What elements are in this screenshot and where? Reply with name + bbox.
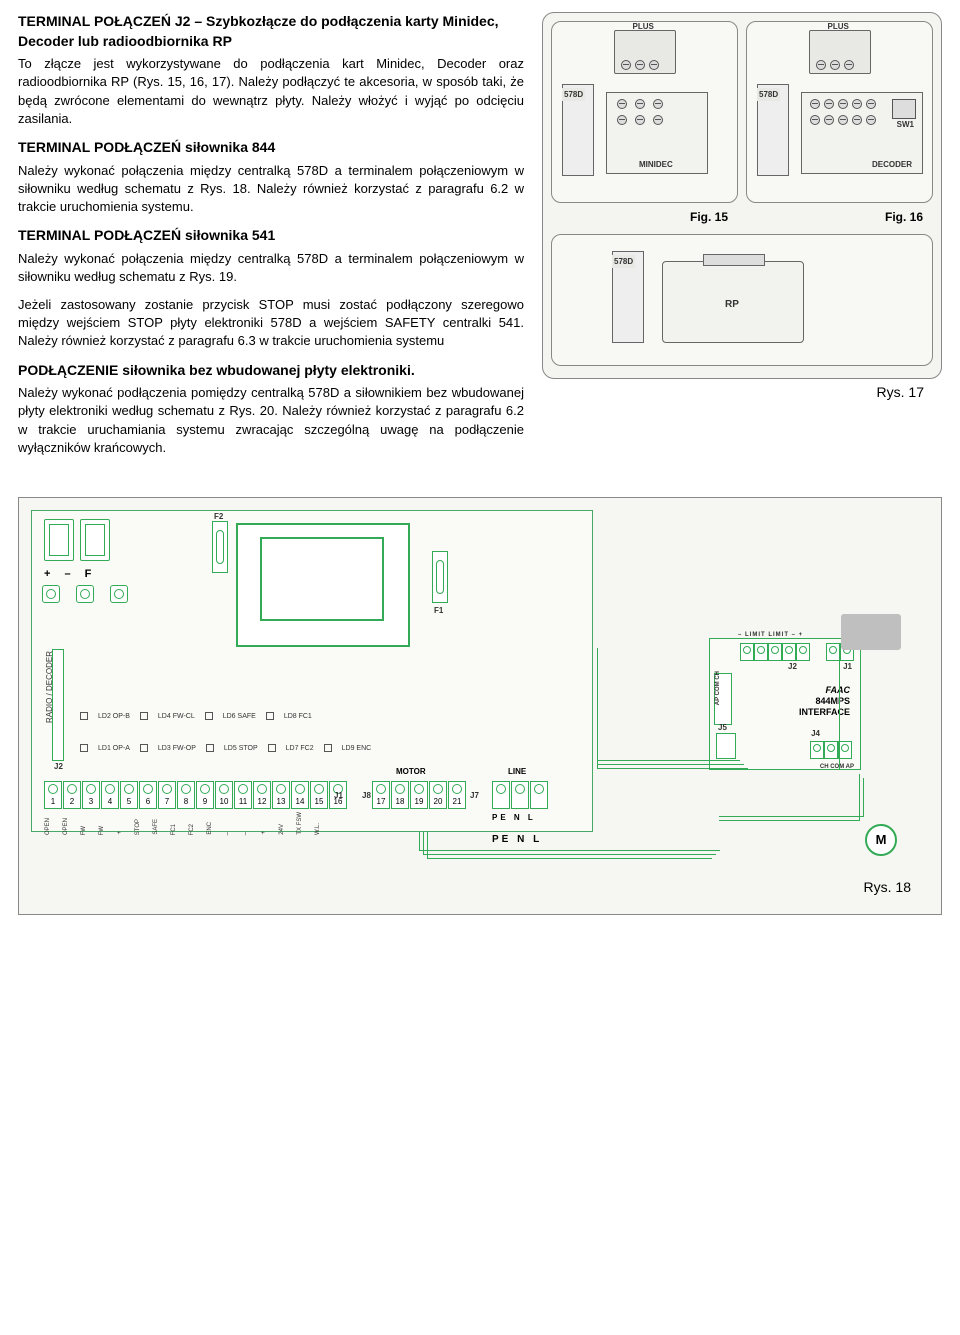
schematic-figure-18: + – F F2 F1 RADIO / DECODER J2 LD2 OP-BL… xyxy=(18,497,942,915)
578d-label: 578D xyxy=(562,88,585,101)
fuse-f2 xyxy=(212,521,228,573)
section4-body: Należy wykonać podłączenia pomiędzy cent… xyxy=(18,384,524,457)
limit-label: – LIMIT LIMIT – + xyxy=(738,631,803,639)
minidec-label: MINIDEC xyxy=(639,159,673,170)
fig16-caption: Fig. 16 xyxy=(746,209,933,226)
penl-label: PE N L xyxy=(492,812,536,823)
terminal-row-line xyxy=(492,781,548,809)
decoder-module: SW1 DECODER xyxy=(801,92,923,174)
chcomap-label: CH COM AP xyxy=(820,763,854,771)
seven-seg-display xyxy=(44,519,110,561)
control-board: + – F F2 F1 RADIO / DECODER J2 LD2 OP-BL… xyxy=(31,510,593,832)
motor-symbol: M xyxy=(865,824,897,856)
cable-connector xyxy=(841,614,901,650)
section1-title: TERMINAL POŁĄCZEŃ J2 – Szybkozłącze do p… xyxy=(18,12,524,51)
plus-label: PLUS xyxy=(633,21,654,32)
j2-label: J2 xyxy=(54,761,63,772)
decoder-label: DECODER xyxy=(872,159,912,170)
f-button xyxy=(110,585,128,603)
j2-connector xyxy=(52,649,64,761)
terminal-row-motor: 1718192021 xyxy=(372,781,466,809)
section3-body-1: Należy wykonać połączenia między central… xyxy=(18,250,524,286)
section1-body: To złącze jest wykorzystywane do podłącz… xyxy=(18,55,524,128)
iface-brand: FAAC 844MPS INTERFACE xyxy=(799,685,850,717)
iface-j1-label: J1 xyxy=(843,661,852,672)
iface-j4-label: J4 xyxy=(811,728,820,739)
plus-label: + xyxy=(44,567,50,582)
section4-title: PODŁĄCZENIE siłownika bez wbudowanej pły… xyxy=(18,361,524,381)
led-row-2: LD1 OP-ALD3 FW-OPLD5 STOPLD7 FC2LD9 ENC xyxy=(80,743,381,754)
fig17-ext-label: Rys. 17 xyxy=(542,383,942,403)
section2-body: Należy wykonać połączenia między central… xyxy=(18,162,524,217)
plus-module: PLUS xyxy=(809,30,871,74)
figure-16: PLUS 578D xyxy=(746,21,933,203)
section2-title: TERMINAL PODŁĄCZEŃ siłownika 844 xyxy=(18,138,524,158)
minidec-module: MINIDEC xyxy=(606,92,708,174)
rp-label: RP xyxy=(725,298,739,312)
fig18-ext-label: Rys. 18 xyxy=(864,878,911,898)
minus-label: – xyxy=(64,567,70,582)
fig15-caption: Fig. 15 xyxy=(551,209,738,226)
j1-label: J1 xyxy=(334,790,343,801)
f1-label: F1 xyxy=(434,605,443,616)
j4-terminals xyxy=(810,741,852,759)
f-label: F xyxy=(85,567,92,582)
transformer-block xyxy=(236,523,410,647)
j2-terminals xyxy=(740,643,810,661)
minus-button xyxy=(76,585,94,603)
f2-label: F2 xyxy=(214,511,223,522)
plus-button xyxy=(42,585,60,603)
578d-label: 578D xyxy=(757,88,780,101)
j7-label: J7 xyxy=(470,790,479,801)
sw1-label: SW1 xyxy=(897,119,914,130)
578d-label: 578D xyxy=(612,255,635,268)
figure-15: PLUS 578D MINIDEC xyxy=(551,21,738,203)
figure-group: PLUS 578D MINIDEC xyxy=(542,12,942,379)
j8-label: J8 xyxy=(362,790,371,801)
button-row: + – F xyxy=(44,567,91,582)
terminal-row-main: 12345678910111213141516 xyxy=(44,781,347,809)
iface-j2-label: J2 xyxy=(788,661,797,672)
rp-module: RP xyxy=(662,261,804,343)
line-header: LINE xyxy=(508,766,526,777)
motor-header: MOTOR xyxy=(396,766,426,777)
plus-module: PLUS xyxy=(614,30,676,74)
section3-body-2: Jeżeli zastosowany zostanie przycisk STO… xyxy=(18,296,524,351)
fuse-f1 xyxy=(432,551,448,603)
figure-17: 578D RP xyxy=(551,234,933,366)
section3-title: TERMINAL PODŁĄCZEŃ siłownika 541 xyxy=(18,226,524,246)
led-row-1: LD2 OP-BLD4 FW-CLLD6 SAFELD8 FC1 xyxy=(80,711,322,722)
plus-label: PLUS xyxy=(828,21,849,32)
